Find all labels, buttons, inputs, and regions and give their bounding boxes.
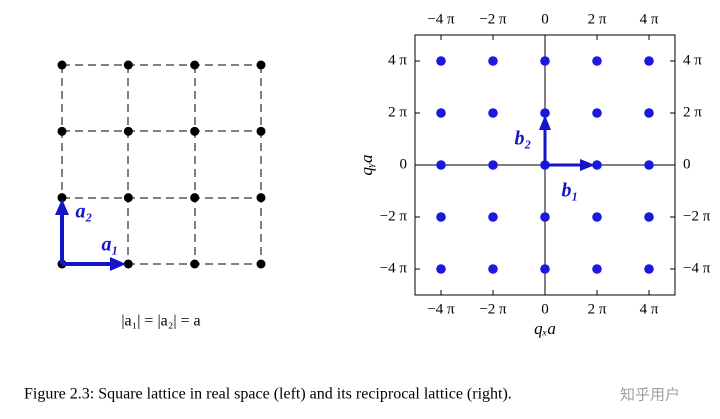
y-tick-label: 4 π xyxy=(683,52,702,68)
lattice-point xyxy=(123,259,133,269)
y-tick-label: −2 π xyxy=(683,208,711,224)
reciprocal-point xyxy=(488,212,498,222)
lattice-point xyxy=(256,259,266,269)
real-vectors xyxy=(55,199,126,271)
reciprocal-point xyxy=(592,212,602,222)
reciprocal-point xyxy=(488,160,498,170)
lattice-point xyxy=(57,60,67,70)
x-tick-label: 4 π xyxy=(640,11,659,27)
x-axis-label: qₓa xyxy=(534,319,556,338)
y-axis-label: qᵧa xyxy=(357,155,376,176)
vector-label: a₁ xyxy=(102,234,119,256)
x-tick-label: 0 xyxy=(541,11,549,27)
reciprocal-point xyxy=(592,108,602,118)
reciprocal-point xyxy=(644,212,654,222)
reciprocal-point xyxy=(488,108,498,118)
reciprocal-point xyxy=(540,264,550,274)
reciprocal-point xyxy=(592,264,602,274)
reciprocal-point xyxy=(436,160,446,170)
reciprocal-point xyxy=(488,264,498,274)
reciprocal-point xyxy=(644,160,654,170)
x-tick-label: −2 π xyxy=(479,301,507,317)
lattice-point xyxy=(123,193,133,203)
lattice-point xyxy=(190,126,200,136)
reciprocal-point xyxy=(436,212,446,222)
lattice-point xyxy=(190,60,200,70)
reciprocal-point xyxy=(540,108,550,118)
x-tick-label: 2 π xyxy=(588,301,607,317)
y-tick-label: −4 π xyxy=(380,260,408,276)
vector-label: a₂ xyxy=(76,201,93,223)
y-tick-label: 0 xyxy=(683,156,691,172)
y-tick-label: 2 π xyxy=(683,104,702,120)
x-tick-label: −2 π xyxy=(479,11,507,27)
reciprocal-plot: −4 π −4 π −2 π −2 π 0 0 2 π 2 π 4 π 4 π −4 π −4 π −2… xyxy=(380,11,711,317)
x-tick-label: 4 π xyxy=(640,301,659,317)
y-tick-label: 0 xyxy=(400,156,408,172)
lattice-point xyxy=(123,60,133,70)
x-tick-label: 2 π xyxy=(588,11,607,27)
reciprocal-point xyxy=(540,212,550,222)
lattice-point xyxy=(190,193,200,203)
lattice-point xyxy=(57,126,67,136)
reciprocal-point xyxy=(436,108,446,118)
reciprocal-point xyxy=(436,56,446,66)
reciprocal-point xyxy=(644,108,654,118)
reciprocal-point xyxy=(488,56,498,66)
reciprocal-vectors xyxy=(539,115,595,171)
lattice-caption: |a₁| = |a₂| = a xyxy=(121,313,200,330)
lattice-point xyxy=(190,259,200,269)
reciprocal-point xyxy=(592,160,602,170)
lattice-point xyxy=(256,60,266,70)
lattice-point xyxy=(256,126,266,136)
y-tick-label: 4 π xyxy=(388,52,407,68)
reciprocal-point xyxy=(644,56,654,66)
x-tick-label: −4 π xyxy=(427,301,455,317)
vector-label: b₁ xyxy=(562,180,579,202)
lattice-point xyxy=(256,193,266,203)
x-tick-label: 0 xyxy=(541,301,549,317)
y-tick-label: 2 π xyxy=(388,104,407,120)
y-tick-label: −2 π xyxy=(380,208,408,224)
lattice-point xyxy=(123,126,133,136)
lattice-point xyxy=(57,193,67,203)
reciprocal-point xyxy=(592,56,602,66)
reciprocal-point xyxy=(436,264,446,274)
y-tick-label: −4 π xyxy=(683,260,711,276)
lattice-points xyxy=(57,60,266,269)
vector-label: b₂ xyxy=(515,128,532,150)
x-tick-label: −4 π xyxy=(427,11,455,27)
reciprocal-point xyxy=(540,56,550,66)
reciprocal-point xyxy=(644,264,654,274)
watermark: 知乎用户 xyxy=(620,386,680,404)
figure-caption: Figure 2.3: Square lattice in real space… xyxy=(24,386,512,403)
